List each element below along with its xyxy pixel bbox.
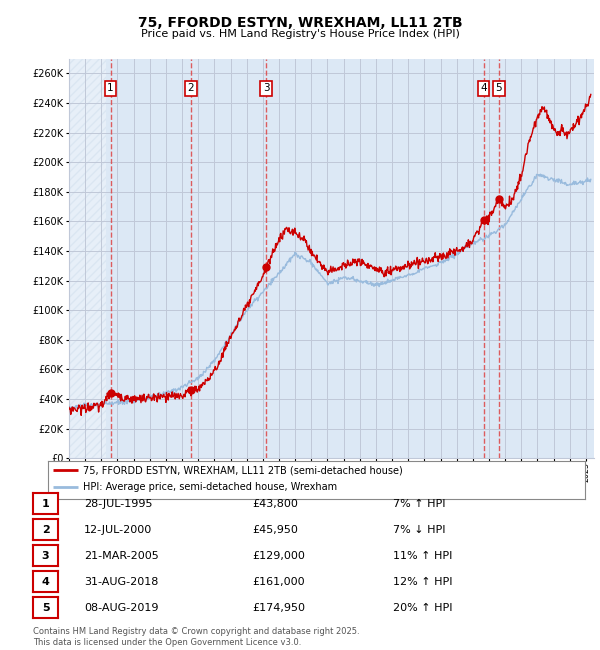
Text: 28-JUL-1995: 28-JUL-1995: [84, 499, 152, 509]
Text: 12% ↑ HPI: 12% ↑ HPI: [393, 577, 452, 587]
Text: 3: 3: [263, 83, 270, 93]
Text: Contains HM Land Registry data © Crown copyright and database right 2025.
This d: Contains HM Land Registry data © Crown c…: [33, 627, 359, 647]
Text: £161,000: £161,000: [252, 577, 305, 587]
Text: 5: 5: [496, 83, 502, 93]
Text: £129,000: £129,000: [252, 551, 305, 561]
Text: £43,800: £43,800: [252, 499, 298, 509]
Text: 21-MAR-2005: 21-MAR-2005: [84, 551, 159, 561]
Text: 7% ↑ HPI: 7% ↑ HPI: [393, 499, 445, 509]
Text: 31-AUG-2018: 31-AUG-2018: [84, 577, 158, 587]
Text: £45,950: £45,950: [252, 525, 298, 535]
Text: HPI: Average price, semi-detached house, Wrexham: HPI: Average price, semi-detached house,…: [83, 482, 337, 492]
Text: 1: 1: [107, 83, 114, 93]
Text: Price paid vs. HM Land Registry's House Price Index (HPI): Price paid vs. HM Land Registry's House …: [140, 29, 460, 39]
Text: 3: 3: [42, 551, 49, 561]
Text: £174,950: £174,950: [252, 603, 305, 613]
Bar: [69, 58, 106, 458]
Text: 08-AUG-2019: 08-AUG-2019: [84, 603, 158, 613]
Text: 2: 2: [187, 83, 194, 93]
Text: 75, FFORDD ESTYN, WREXHAM, LL11 2TB (semi-detached house): 75, FFORDD ESTYN, WREXHAM, LL11 2TB (sem…: [83, 465, 403, 475]
Text: 1: 1: [42, 499, 49, 509]
Text: 7% ↓ HPI: 7% ↓ HPI: [393, 525, 445, 535]
Text: 2: 2: [42, 525, 49, 535]
Text: 4: 4: [41, 577, 50, 587]
Bar: [69, 58, 106, 458]
Text: 5: 5: [42, 603, 49, 613]
Text: 75, FFORDD ESTYN, WREXHAM, LL11 2TB: 75, FFORDD ESTYN, WREXHAM, LL11 2TB: [137, 16, 463, 31]
Text: 4: 4: [480, 83, 487, 93]
Text: 12-JUL-2000: 12-JUL-2000: [84, 525, 152, 535]
Text: 11% ↑ HPI: 11% ↑ HPI: [393, 551, 452, 561]
Text: 20% ↑ HPI: 20% ↑ HPI: [393, 603, 452, 613]
